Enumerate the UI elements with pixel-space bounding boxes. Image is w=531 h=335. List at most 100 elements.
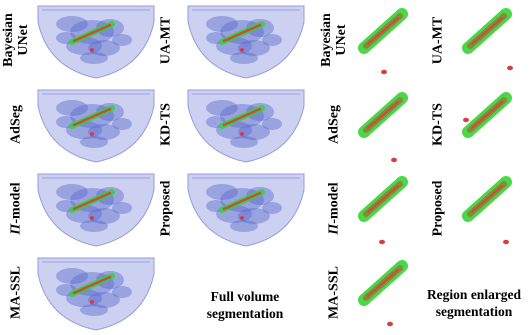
predicted-needle xyxy=(72,275,112,295)
label-line: -model xyxy=(8,181,24,224)
tissue-blob xyxy=(80,136,108,148)
tissue-blob xyxy=(56,268,88,284)
tissue-blob xyxy=(112,118,132,130)
tissue-blob xyxy=(56,184,88,200)
volume-render xyxy=(187,89,305,163)
predicted-needle xyxy=(72,191,112,211)
false-positive-spot xyxy=(381,69,387,75)
predicted-needle xyxy=(72,23,112,43)
predicted-needle xyxy=(471,17,503,45)
label-line: UA-MT xyxy=(158,16,174,64)
tissue-blob xyxy=(112,286,132,298)
tissue-blob xyxy=(80,52,108,64)
volume-shell xyxy=(37,257,155,331)
predicted-needle xyxy=(367,269,399,297)
tissue-blob xyxy=(238,208,270,224)
predicted-needle xyxy=(367,101,399,129)
region-method-label: Bayesian UNet xyxy=(319,0,349,80)
region-render xyxy=(358,176,408,245)
volume-render xyxy=(37,89,155,163)
tissue-blob xyxy=(112,202,132,214)
label-line: MA-SSL xyxy=(326,265,342,319)
label-line: Proposed xyxy=(158,180,174,236)
tissue-blob xyxy=(80,304,108,316)
region-render xyxy=(462,8,513,71)
label-line: -model xyxy=(326,181,342,224)
false-positive-spot xyxy=(240,216,244,220)
false-positive-spot xyxy=(240,48,244,52)
label-line: AdSeg xyxy=(326,104,342,144)
false-positive-spot xyxy=(507,65,513,71)
full-method-label: Proposed xyxy=(159,168,174,248)
false-positive-spot xyxy=(391,157,397,163)
false-positive-spot xyxy=(90,216,94,220)
label-line: Proposed xyxy=(430,180,446,236)
false-positive-spot xyxy=(463,117,469,123)
predicted-needle xyxy=(471,185,503,213)
tissue-blob xyxy=(230,136,258,148)
tissue-blob xyxy=(206,16,238,32)
tissue-blob xyxy=(238,124,270,140)
full-method-label: UA-MT xyxy=(159,0,174,80)
tissue-blob xyxy=(56,100,88,116)
label-italic-prefix: Π xyxy=(8,223,24,235)
label-italic-prefix: Π xyxy=(326,223,342,235)
volume-shell xyxy=(187,5,305,79)
tissue-blob xyxy=(206,100,238,116)
volume-shell xyxy=(187,173,305,247)
full-method-label: MA-SSL xyxy=(9,252,24,332)
label-line: KD-TS xyxy=(430,102,446,146)
region-method-label: AdSeg xyxy=(327,84,342,164)
tissue-blob xyxy=(230,52,258,64)
tissue-blob xyxy=(112,34,132,46)
volume-render xyxy=(37,257,155,331)
predicted-needle xyxy=(471,101,503,129)
label-line: UNet xyxy=(16,24,31,56)
caption-line: Region enlarged xyxy=(426,287,522,302)
region-render xyxy=(358,92,408,163)
full-method-label: Π-model xyxy=(9,168,24,248)
false-positive-spot xyxy=(90,48,94,52)
volume-shell xyxy=(37,5,155,79)
caption-line: segmentation xyxy=(435,304,513,319)
tissue-blob xyxy=(56,16,88,32)
predicted-needle xyxy=(222,191,262,211)
tissue-blob xyxy=(88,40,120,56)
predicted-needle xyxy=(222,107,262,127)
full-method-label: KD-TS xyxy=(159,84,174,164)
false-positive-spot xyxy=(240,132,244,136)
predicted-needle xyxy=(367,185,399,213)
tissue-blob xyxy=(88,208,120,224)
tissue-blob xyxy=(206,184,238,200)
region-caption: Region enlarged segmentation xyxy=(416,286,531,320)
volume-render xyxy=(37,5,155,79)
label-line: UNet xyxy=(334,24,349,56)
tissue-blob xyxy=(88,124,120,140)
tissue-blob xyxy=(88,292,120,308)
predicted-needle xyxy=(72,107,112,127)
region-method-label: Proposed xyxy=(431,168,446,248)
region-render xyxy=(358,8,408,75)
false-positive-spot xyxy=(379,239,385,245)
region-render xyxy=(462,176,512,245)
label-line: MA-SSL xyxy=(8,265,24,319)
label-line: KD-TS xyxy=(158,102,174,146)
region-method-label: UA-MT xyxy=(431,0,446,80)
tissue-blob xyxy=(238,40,270,56)
region-render xyxy=(462,92,512,138)
predicted-needle xyxy=(222,23,262,43)
label-line: Bayesian xyxy=(319,13,334,67)
region-method-label: KD-TS xyxy=(431,84,446,164)
predicted-needle xyxy=(367,17,399,45)
full-method-label: AdSeg xyxy=(9,84,24,164)
volume-shell xyxy=(187,89,305,163)
volume-render xyxy=(187,173,305,247)
tissue-blob xyxy=(80,220,108,232)
volume-render xyxy=(187,5,305,79)
tissue-blob xyxy=(262,34,282,46)
caption-line: Full volume xyxy=(210,289,280,304)
false-positive-spot xyxy=(503,239,509,245)
region-method-label: MA-SSL xyxy=(327,252,342,332)
region-render xyxy=(358,260,408,327)
region-method-label: Π-model xyxy=(327,168,342,248)
